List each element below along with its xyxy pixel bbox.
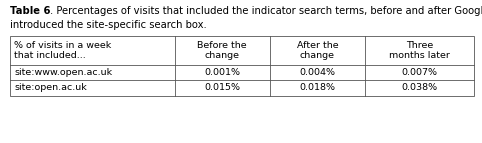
Text: introduced the site-specific search box.: introduced the site-specific search box.: [10, 20, 207, 30]
Text: 0.018%: 0.018%: [299, 83, 335, 92]
Text: 0.038%: 0.038%: [402, 83, 438, 92]
Text: 0.004%: 0.004%: [299, 68, 335, 77]
Text: 0.001%: 0.001%: [204, 68, 241, 77]
Text: % of visits in a week
that included...: % of visits in a week that included...: [14, 41, 111, 60]
Text: . Percentages of visits that included the indicator search terms, before and aft: . Percentages of visits that included th…: [51, 6, 482, 16]
Text: 0.007%: 0.007%: [402, 68, 438, 77]
Text: Table 6: Table 6: [10, 6, 51, 16]
Text: site:open.ac.uk: site:open.ac.uk: [14, 83, 87, 92]
Text: site:www.open.ac.uk: site:www.open.ac.uk: [14, 68, 112, 77]
Text: After the
change: After the change: [296, 41, 338, 60]
Text: 0.015%: 0.015%: [204, 83, 241, 92]
Bar: [10, 36, 474, 96]
Text: Three
months later: Three months later: [389, 41, 450, 60]
Text: Before the
change: Before the change: [198, 41, 247, 60]
